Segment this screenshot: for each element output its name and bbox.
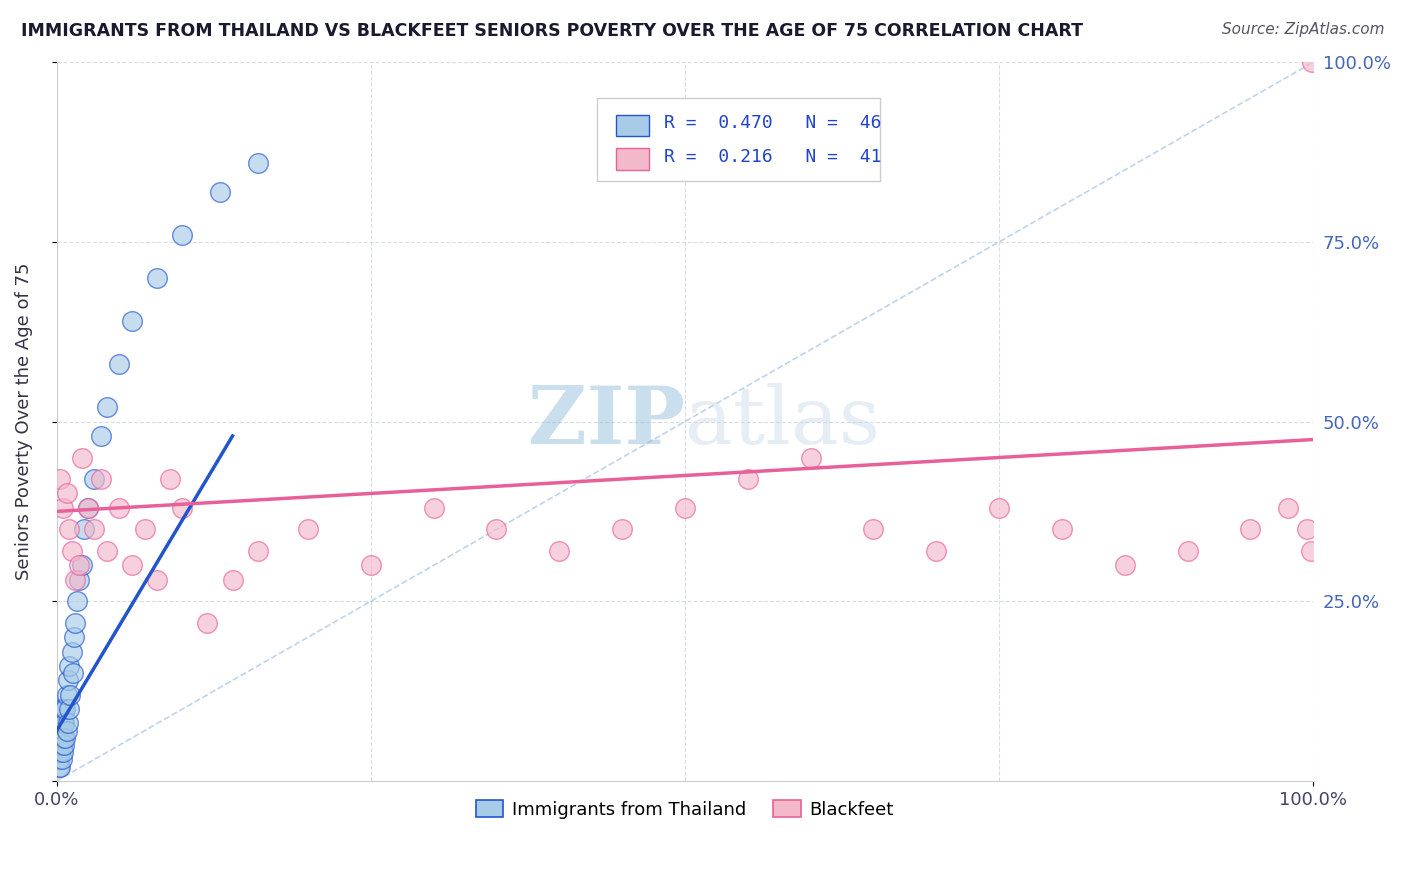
Point xyxy=(49,716,72,731)
Point xyxy=(673,500,696,515)
Point xyxy=(83,522,105,536)
Point xyxy=(1239,522,1261,536)
Point xyxy=(90,429,112,443)
Point xyxy=(49,702,72,716)
Point xyxy=(297,522,319,536)
Point xyxy=(56,716,79,731)
Point xyxy=(862,522,884,536)
Point xyxy=(65,573,87,587)
Point xyxy=(988,500,1011,515)
Point xyxy=(108,357,131,371)
Point xyxy=(48,759,70,773)
Text: R =  0.216   N =  41: R = 0.216 N = 41 xyxy=(664,148,882,166)
Point xyxy=(159,472,181,486)
Point xyxy=(49,472,72,486)
Point xyxy=(55,688,77,702)
Point xyxy=(59,688,82,702)
Point xyxy=(134,522,156,536)
Point xyxy=(1299,544,1322,558)
Point xyxy=(246,544,269,558)
Point xyxy=(1296,522,1319,536)
Point xyxy=(67,573,90,587)
Point xyxy=(51,752,73,766)
FancyBboxPatch shape xyxy=(616,114,648,136)
Point xyxy=(48,745,70,759)
Point xyxy=(208,185,231,199)
Point xyxy=(146,270,169,285)
Point xyxy=(96,544,118,558)
Point xyxy=(172,500,194,515)
Point xyxy=(610,522,633,536)
Point xyxy=(90,472,112,486)
FancyBboxPatch shape xyxy=(616,148,648,170)
Point xyxy=(55,723,77,738)
Point xyxy=(52,745,75,759)
Point xyxy=(51,723,73,738)
Point xyxy=(53,716,76,731)
Point xyxy=(63,630,86,644)
Point xyxy=(221,573,243,587)
Point xyxy=(60,644,83,658)
Point xyxy=(172,227,194,242)
Text: IMMIGRANTS FROM THAILAND VS BLACKFEET SENIORS POVERTY OVER THE AGE OF 75 CORRELA: IMMIGRANTS FROM THAILAND VS BLACKFEET SE… xyxy=(21,22,1083,40)
Text: Source: ZipAtlas.com: Source: ZipAtlas.com xyxy=(1222,22,1385,37)
Point xyxy=(48,752,70,766)
Point xyxy=(48,731,70,745)
Point xyxy=(53,738,76,752)
Text: R =  0.470   N =  46: R = 0.470 N = 46 xyxy=(664,114,882,132)
Point xyxy=(52,702,75,716)
Point xyxy=(77,500,100,515)
Point xyxy=(60,544,83,558)
Point xyxy=(485,522,508,536)
Text: ZIP: ZIP xyxy=(527,383,685,460)
Point xyxy=(197,615,219,630)
Point xyxy=(77,500,100,515)
Point xyxy=(70,450,93,465)
Point xyxy=(66,594,89,608)
Point xyxy=(49,759,72,773)
Legend: Immigrants from Thailand, Blackfeet: Immigrants from Thailand, Blackfeet xyxy=(468,793,901,826)
Point xyxy=(737,472,759,486)
Point xyxy=(70,558,93,573)
Text: atlas: atlas xyxy=(685,383,880,460)
Point xyxy=(49,745,72,759)
Point xyxy=(62,666,84,681)
Point xyxy=(56,673,79,688)
Point xyxy=(96,400,118,414)
Point xyxy=(83,472,105,486)
Point xyxy=(1301,55,1323,70)
Point xyxy=(1177,544,1199,558)
Point xyxy=(55,731,77,745)
Point xyxy=(800,450,823,465)
Point xyxy=(108,500,131,515)
Point xyxy=(1277,500,1299,515)
Point xyxy=(246,155,269,169)
Point xyxy=(422,500,444,515)
Point xyxy=(55,702,77,716)
Point xyxy=(925,544,948,558)
Point xyxy=(65,615,87,630)
Point xyxy=(73,522,96,536)
Point xyxy=(121,314,143,328)
Point xyxy=(1114,558,1136,573)
Point xyxy=(58,702,80,716)
FancyBboxPatch shape xyxy=(598,98,880,181)
Point xyxy=(360,558,382,573)
Point xyxy=(55,486,77,500)
Point xyxy=(48,738,70,752)
Point xyxy=(52,500,75,515)
Point xyxy=(548,544,571,558)
Point xyxy=(51,738,73,752)
Point xyxy=(58,522,80,536)
Point xyxy=(1050,522,1073,536)
Point xyxy=(146,573,169,587)
Point xyxy=(49,731,72,745)
Point xyxy=(58,659,80,673)
Point xyxy=(52,716,75,731)
Point xyxy=(67,558,90,573)
Y-axis label: Seniors Poverty Over the Age of 75: Seniors Poverty Over the Age of 75 xyxy=(15,263,32,581)
Point xyxy=(52,731,75,745)
Point xyxy=(121,558,143,573)
